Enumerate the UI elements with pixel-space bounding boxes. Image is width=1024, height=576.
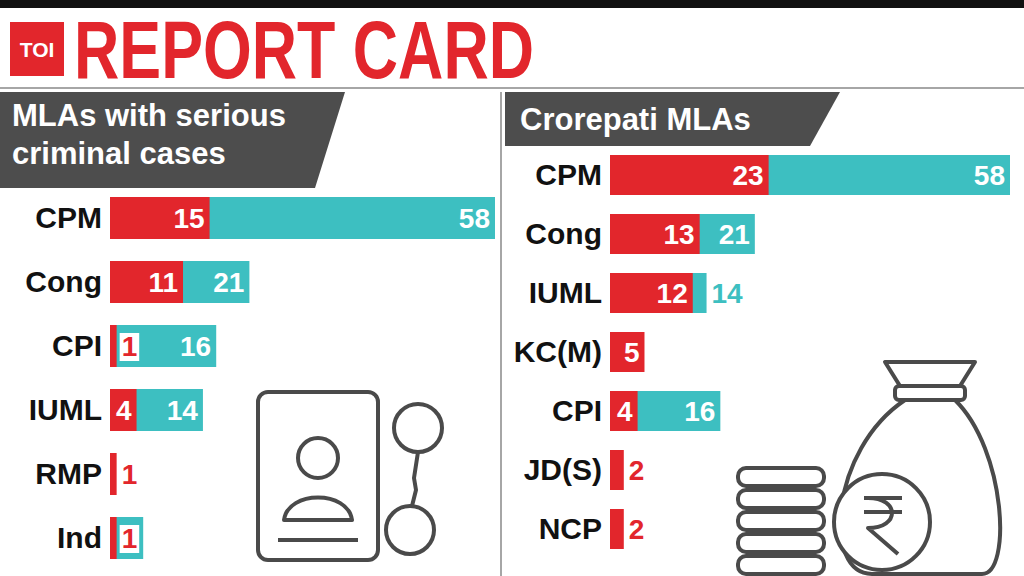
title-line: criminal cases <box>12 136 226 171</box>
bar <box>110 325 216 367</box>
bar <box>610 273 693 313</box>
data-label: 13 <box>663 219 694 250</box>
category-label: Cong <box>25 265 102 298</box>
category-label: CPI <box>552 394 602 427</box>
icons <box>258 362 1000 574</box>
data-label: 58 <box>974 160 1005 191</box>
bars <box>610 155 1010 549</box>
icon-coin <box>738 490 824 508</box>
icon-card-body <box>284 498 352 521</box>
icon-bag-top <box>885 362 975 386</box>
bar <box>610 509 624 549</box>
logo-box <box>10 22 64 76</box>
icon-rupee-coin <box>834 474 930 570</box>
bar <box>110 389 137 431</box>
data-label: 12 <box>657 278 688 309</box>
category-label: IUML <box>29 393 102 426</box>
category-label: CPM <box>35 201 102 234</box>
bar <box>610 391 638 431</box>
icon-bag-tie <box>895 386 965 400</box>
data-label: 16 <box>180 331 211 362</box>
bar <box>610 214 755 254</box>
bar <box>610 391 720 431</box>
data-label: 14 <box>712 278 744 309</box>
icon-card-head <box>298 438 338 478</box>
bar <box>610 273 707 313</box>
data-label: 4 <box>617 396 633 427</box>
bar <box>610 214 700 254</box>
data-label: 2 <box>629 514 645 545</box>
icon-cuff-1 <box>394 404 442 452</box>
data-label: 16 <box>684 396 715 427</box>
canvas: TOI REPORT CARDMLAs with seriouscriminal … <box>0 0 1024 576</box>
panel-title: Crorepati MLAs <box>520 102 751 137</box>
data-label: 1 <box>122 459 138 490</box>
bars <box>110 197 495 559</box>
data-label: 11 <box>148 267 178 298</box>
icon-coin <box>738 468 824 486</box>
category-label: Cong <box>525 217 602 250</box>
title-line: Crorepati MLAs <box>520 102 751 137</box>
category-label: RMP <box>35 457 102 490</box>
bar <box>110 325 117 367</box>
title-rule <box>0 87 1024 89</box>
logo-text: TOI <box>20 38 55 61</box>
icon-cuff-2 <box>386 506 434 554</box>
bar <box>110 517 117 559</box>
bar <box>110 389 203 431</box>
panel-header <box>505 92 840 146</box>
main-title: REPORT CARD <box>74 4 534 95</box>
category-label: CPI <box>52 329 102 362</box>
icon-rupee-sign <box>864 498 902 554</box>
bar <box>110 197 495 239</box>
category-label: Ind <box>57 521 102 554</box>
category-label: JD(S) <box>524 453 602 486</box>
title-line: MLAs with serious <box>12 98 286 133</box>
bar <box>110 197 210 239</box>
panel-title: MLAs with seriouscriminal cases <box>12 98 286 171</box>
labels: CPM5815Cong2111CPI161IUML144RMP1Ind51 <box>25 201 490 554</box>
data-label: 5 <box>123 523 139 554</box>
category-label: CPM <box>535 158 602 191</box>
category-label: IUML <box>529 276 602 309</box>
bar <box>110 453 117 495</box>
category-label: NCP <box>539 512 602 545</box>
icon-chain <box>412 452 418 506</box>
icon-card <box>258 392 378 560</box>
icon-coin <box>738 512 824 530</box>
panel-header <box>0 92 345 188</box>
panel-divider <box>500 92 502 576</box>
bar <box>110 261 183 303</box>
bar <box>110 517 143 559</box>
data-label: 2 <box>629 455 645 486</box>
data-label: 21 <box>719 219 750 250</box>
icon-coin <box>738 534 824 552</box>
bar <box>110 261 249 303</box>
labels: CPM 58 23 Cong 21 13 IUML 14 12 KC(M) 5 CPI 16 4 JD(S)… <box>514 158 1005 545</box>
data-label: 14 <box>167 395 199 426</box>
icon-coin <box>738 556 824 574</box>
bar <box>610 155 1010 195</box>
data-label: 5 <box>624 337 640 368</box>
data-label: 4 <box>116 395 132 426</box>
data-label: 58 <box>459 203 490 234</box>
data-label: 15 <box>173 203 204 234</box>
data-label: 23 <box>732 160 763 191</box>
bar <box>610 450 624 490</box>
bar <box>610 332 644 372</box>
icon-card-line <box>278 538 358 542</box>
data-label: 1 <box>122 331 138 362</box>
data-label: 21 <box>213 267 244 298</box>
bar <box>610 155 769 195</box>
data-label: 1 <box>122 523 138 554</box>
category-label: KC(M) <box>514 335 602 368</box>
